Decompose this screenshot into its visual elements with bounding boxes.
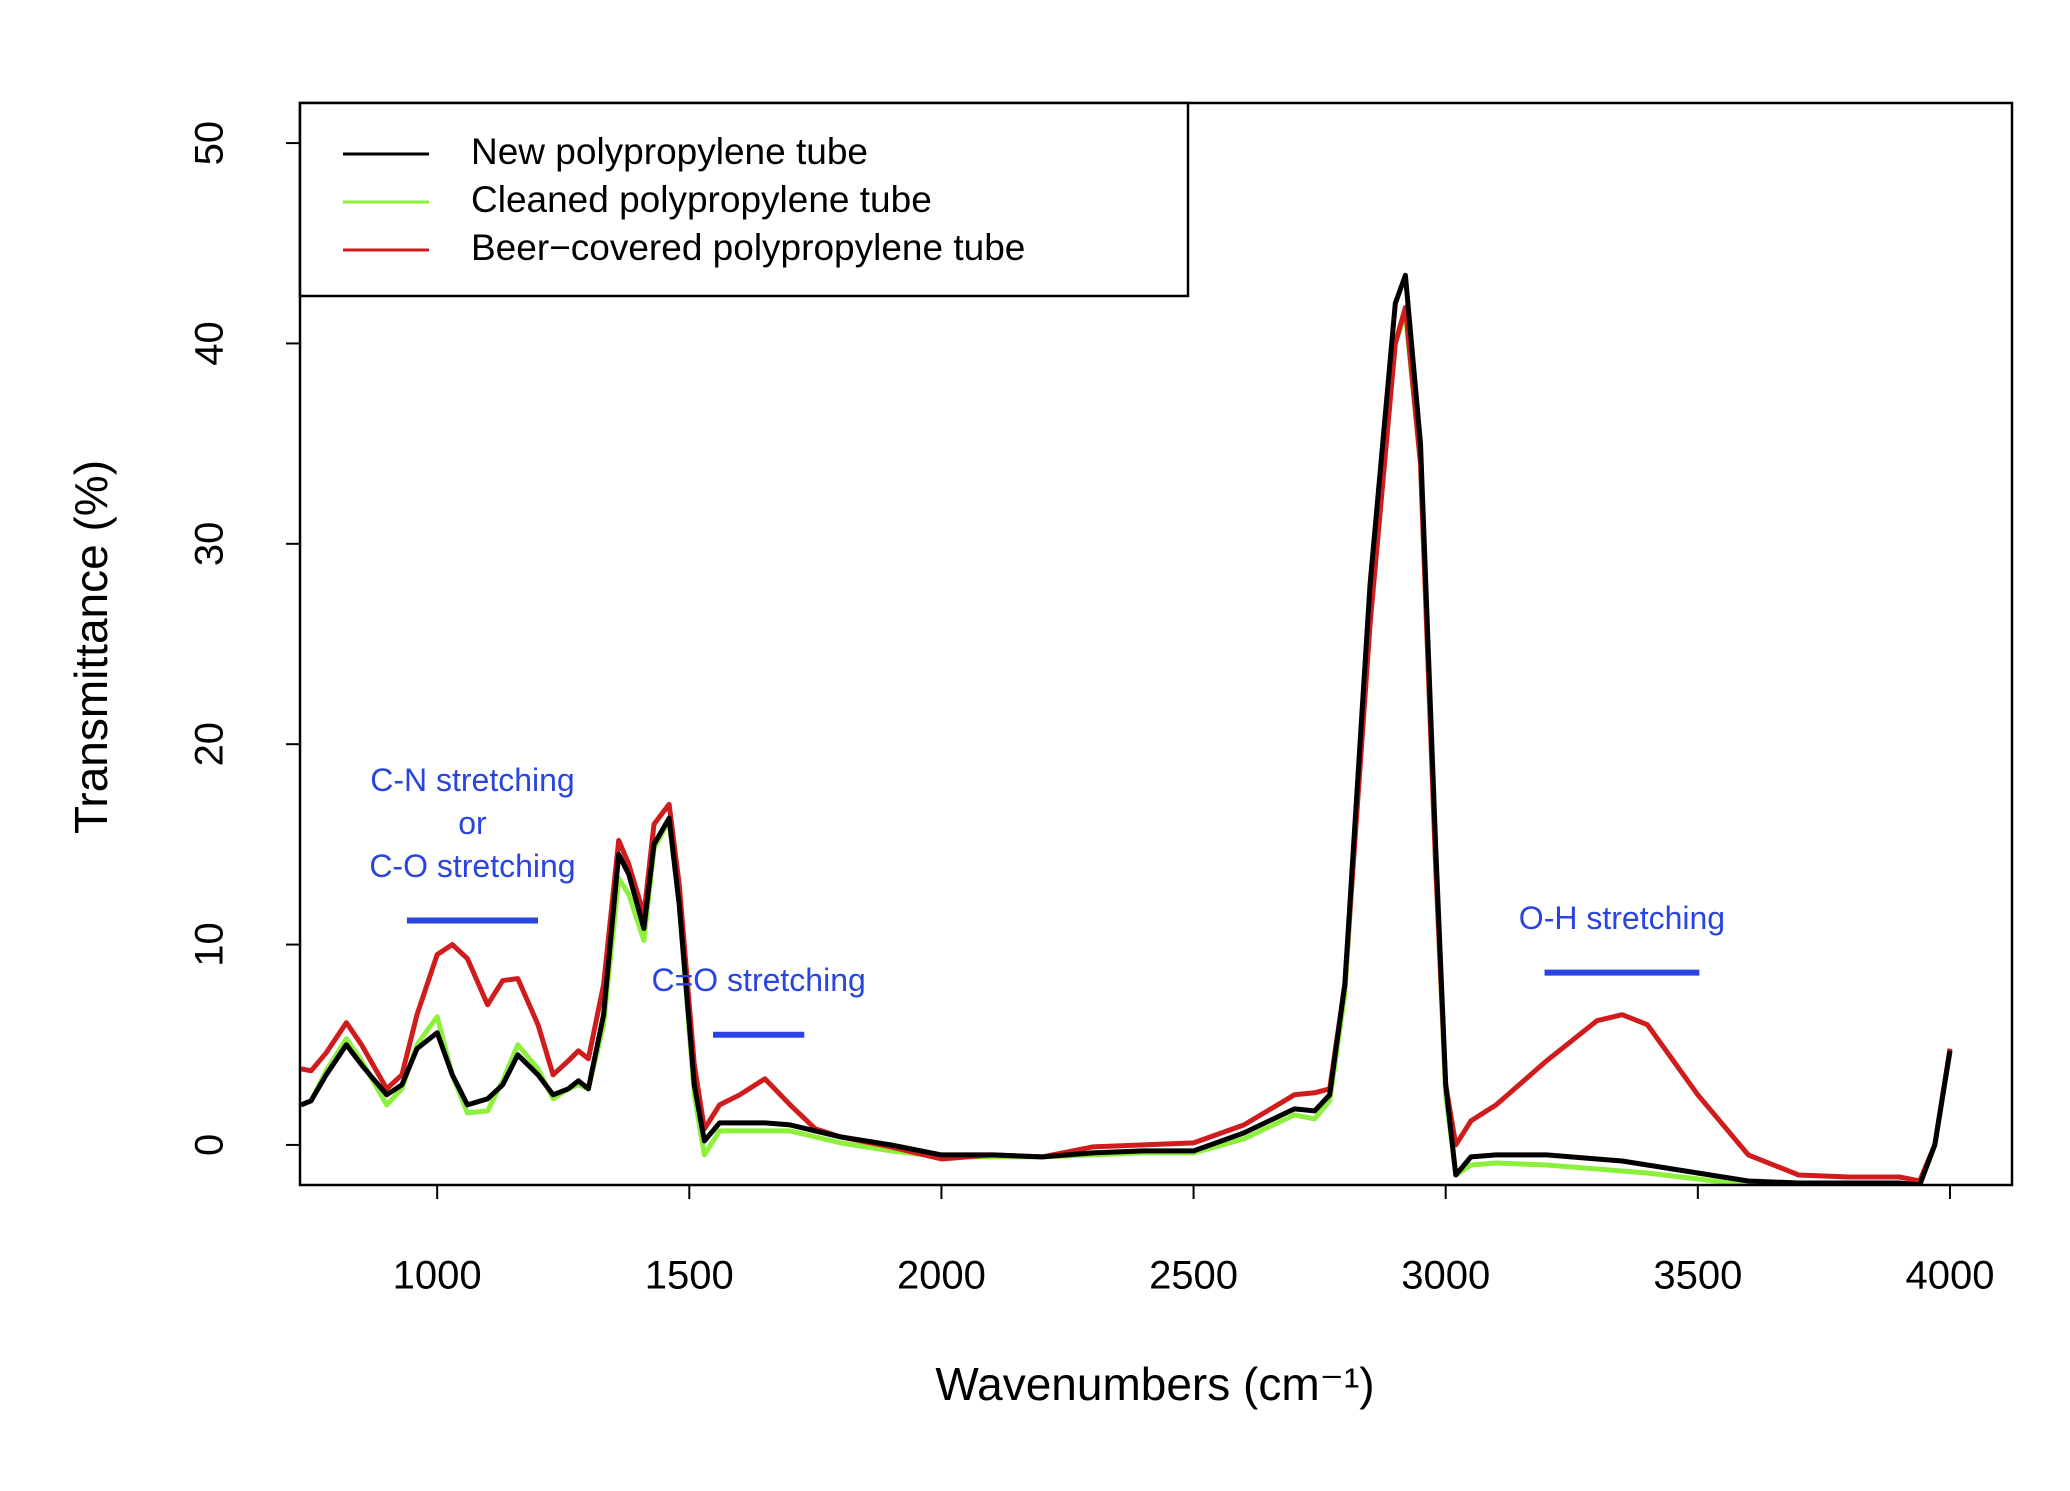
x-axis-label: Wavenumbers (cm⁻¹)	[935, 1358, 1374, 1410]
legend-label: Cleaned polypropylene tube	[471, 179, 932, 220]
series-line	[300, 272, 1953, 1185]
annotation-text: C=O stretching	[651, 962, 865, 998]
legend-box	[298, 101, 1190, 298]
y-tick-label: 50	[188, 121, 232, 166]
plot-area	[300, 272, 1953, 1185]
y-tick-label: 30	[188, 522, 232, 567]
y-axis-label: Transmittance (%)	[65, 460, 117, 834]
annotation-text: C-O stretching	[369, 848, 575, 884]
x-tick-label: 2000	[897, 1254, 986, 1298]
x-tick-label: 2500	[1149, 1254, 1238, 1298]
x-tick-label: 4000	[1905, 1254, 1994, 1298]
annotation-text: or	[458, 805, 487, 841]
annotation-text: O-H stretching	[1519, 900, 1725, 936]
x-tick-label: 3000	[1401, 1254, 1490, 1298]
series-line	[300, 310, 1953, 1185]
annotation-text: C-N stretching	[370, 762, 575, 798]
x-tick-label: 1500	[645, 1254, 734, 1298]
y-tick-label: 20	[188, 722, 232, 767]
x-tick-label: 3500	[1653, 1254, 1742, 1298]
legend-label: Beer−covered polypropylene tube	[471, 227, 1025, 268]
y-tick-label: 10	[188, 922, 232, 967]
y-tick-label: 0	[188, 1134, 232, 1156]
y-tick-label: 40	[188, 321, 232, 366]
x-tick-label: 1000	[393, 1254, 482, 1298]
legend-label: New polypropylene tube	[471, 131, 868, 172]
